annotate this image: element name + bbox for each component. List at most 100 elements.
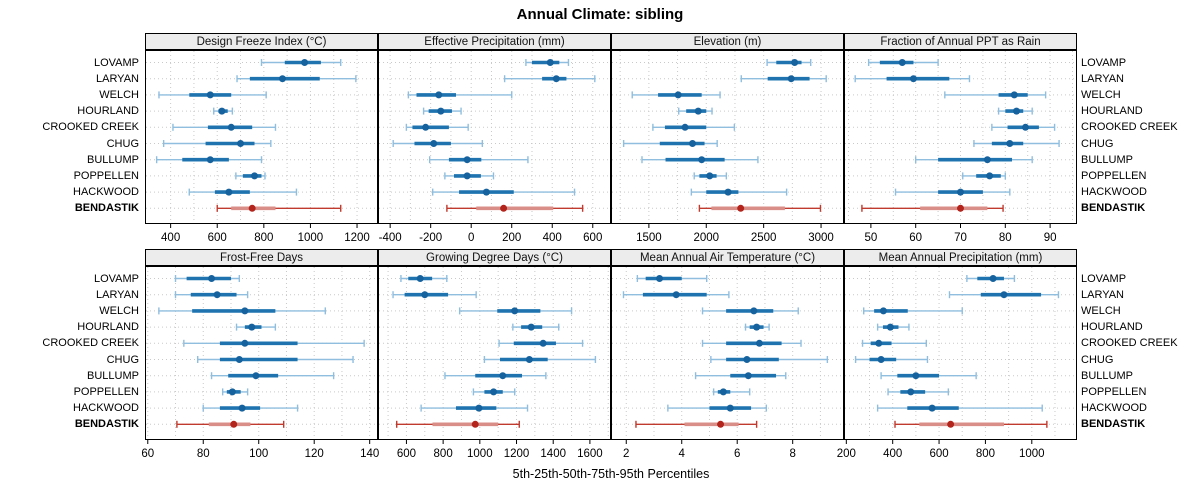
axis-tick-label: 120 <box>305 448 324 460</box>
station-series-laryan <box>948 291 1060 299</box>
panel-plot-design-freeze-index-c: 400 600 800 1000 1200 <box>145 50 378 244</box>
station-label-right-welch: WELCH <box>1081 88 1121 101</box>
station-series-hourland <box>744 323 770 331</box>
axis-tick-label: 400 <box>543 232 562 244</box>
station-series-chug <box>710 356 829 363</box>
axis-tick-label: 8 <box>789 448 795 460</box>
station-series-lovamp <box>525 59 570 66</box>
station-series-bendastik <box>698 204 822 212</box>
panel-plot-growing-degree-days-c: 600 800 1000 1200 1400 1600 <box>378 266 611 460</box>
station-series-hourland <box>997 107 1033 115</box>
panel-plot-effective-precipitation-mm: -400 -200 0 200 400 600 <box>378 50 611 244</box>
station-series-hourland <box>512 323 560 331</box>
axis-tick-label: 60 <box>909 232 922 244</box>
panel-plot-elevation-m: 1500 2000 2500 3000 <box>611 50 844 244</box>
panel-plot-fraction-of-annual-ppt-as-rain: 50 60 70 80 90 <box>844 50 1077 244</box>
station-label-right-laryan: LARYAN <box>1081 72 1125 85</box>
station-label-right-bullump: BULLUMP <box>1081 153 1133 166</box>
axis-tick-label: 800 <box>434 448 453 460</box>
station-label-left-laryan: LARYAN <box>95 288 139 301</box>
station-series-poppellen <box>693 172 728 180</box>
station-label-left-poppellen: POPPELLEN <box>73 169 139 182</box>
station-label-right-hackwood: HACKWOOD <box>1081 186 1147 199</box>
axis-tick-label: 600 <box>208 232 227 244</box>
station-label-left-bullump: BULLUMP <box>87 369 139 382</box>
station-series-laryan <box>622 291 730 299</box>
station-series-poppellen <box>444 172 495 180</box>
station-series-crooked-creek <box>861 339 928 347</box>
station-series-laryan <box>503 75 596 83</box>
station-series-welch <box>631 91 721 99</box>
station-label-left-hackwood: HACKWOOD <box>73 402 139 415</box>
panel-border <box>844 50 1077 224</box>
station-label-left-chug: CHUG <box>106 353 139 366</box>
station-series-chug <box>622 140 718 147</box>
axis-tick-label: 1600 <box>577 448 603 460</box>
station-label-left-crooked-creek: CROOKED CREEK <box>42 121 139 134</box>
axis-tick-label: -400 <box>379 232 402 244</box>
station-series-hackwood <box>667 404 768 412</box>
station-series-poppellen <box>472 388 516 396</box>
axis-tick-label: 2 <box>623 448 629 460</box>
station-series-bullump <box>210 372 335 380</box>
station-series-welch <box>458 307 573 315</box>
station-series-laryan <box>740 75 827 83</box>
station-series-welch <box>407 91 513 99</box>
station-series-poppellen <box>235 172 266 180</box>
station-series-chug <box>854 356 929 363</box>
station-series-chug <box>973 140 1060 147</box>
axis-tick-label: 2500 <box>751 232 777 244</box>
axis-tick-label: 200 <box>502 232 521 244</box>
station-label-right-chug: CHUG <box>1081 353 1114 366</box>
station-label-left-bullump: BULLUMP <box>87 153 139 166</box>
axis-tick-label: 80 <box>999 232 1012 244</box>
station-label-left-hackwood: HACKWOOD <box>73 186 139 199</box>
station-series-bendastik <box>396 420 520 428</box>
station-label-left-poppellen: POPPELLEN <box>73 385 139 398</box>
station-series-welch <box>944 91 1047 99</box>
panel-header-design-freeze-index-c: Design Freeze Index (°C) <box>145 33 378 50</box>
station-series-lovamp <box>766 59 812 66</box>
station-series-lovamp <box>966 275 1016 282</box>
axis-tick-label: 1000 <box>467 448 493 460</box>
axis-tick-label: 140 <box>360 448 379 460</box>
axis-tick-label: 1400 <box>540 448 566 460</box>
axis-tick-label: 0 <box>468 232 474 244</box>
station-series-chug <box>162 140 272 147</box>
axis-tick-label: 70 <box>954 232 967 244</box>
station-series-poppellen <box>962 172 1007 180</box>
panel-border <box>611 50 844 224</box>
station-series-bendastik <box>216 204 342 212</box>
axis-tick-label: 600 <box>583 232 602 244</box>
panel-border <box>145 266 378 440</box>
station-label-right-poppellen: POPPELLEN <box>1081 169 1147 182</box>
station-series-laryan <box>854 75 971 83</box>
station-label-right-chug: CHUG <box>1081 137 1114 150</box>
axis-tick-label: 200 <box>837 448 856 460</box>
station-series-bullump <box>444 372 547 380</box>
station-series-crooked-creek <box>172 123 277 131</box>
station-label-right-lovamp: LOVAMP <box>1081 56 1127 69</box>
station-label-right-poppellen: POPPELLEN <box>1081 385 1147 398</box>
station-series-bullump <box>694 372 787 380</box>
station-series-crooked-creek <box>183 339 365 347</box>
station-label-left-bendastik: BENDASTIK <box>74 418 139 431</box>
station-series-hourland <box>422 107 462 115</box>
panel-header-effective-precipitation-mm: Effective Precipitation (mm) <box>378 33 611 50</box>
station-series-bullump <box>880 372 977 380</box>
station-series-welch <box>863 307 963 315</box>
station-label-left-laryan: LARYAN <box>95 72 139 85</box>
station-series-bendastik <box>894 420 1048 428</box>
panel-plot-mean-annual-air-temperature-c: 2 4 6 8 <box>611 266 844 460</box>
station-series-crooked-creek <box>701 339 802 347</box>
panel-header-mean-annual-precipitation-mm: Mean Annual Precipitation (mm) <box>844 249 1077 266</box>
station-series-poppellen <box>221 388 249 396</box>
station-series-laryan <box>236 75 357 83</box>
panel-border <box>378 50 611 224</box>
axis-tick-label: 6 <box>734 448 740 460</box>
panel-border <box>611 266 844 440</box>
station-label-left-bendastik: BENDASTIK <box>74 202 139 215</box>
axis-tick-label: -200 <box>419 232 442 244</box>
station-label-right-bendastik: BENDASTIK <box>1081 418 1146 431</box>
axis-tick-label: 60 <box>141 448 154 460</box>
